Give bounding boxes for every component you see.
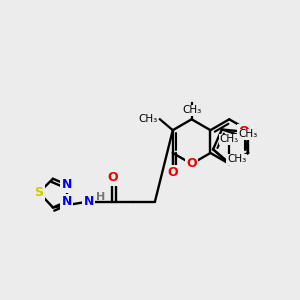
Text: CH₃: CH₃ xyxy=(220,134,239,144)
Text: N: N xyxy=(61,178,72,191)
Text: CH₃: CH₃ xyxy=(227,154,246,164)
Text: CH₃: CH₃ xyxy=(239,129,258,140)
Text: N: N xyxy=(83,195,94,208)
Text: O: O xyxy=(238,125,249,138)
Text: CH₃: CH₃ xyxy=(182,105,201,116)
Text: H: H xyxy=(95,192,105,202)
Text: CH₃: CH₃ xyxy=(139,114,158,124)
Text: O: O xyxy=(186,158,197,170)
Text: N: N xyxy=(61,195,72,208)
Text: O: O xyxy=(167,166,178,179)
Text: S: S xyxy=(34,186,43,199)
Text: O: O xyxy=(107,171,118,184)
